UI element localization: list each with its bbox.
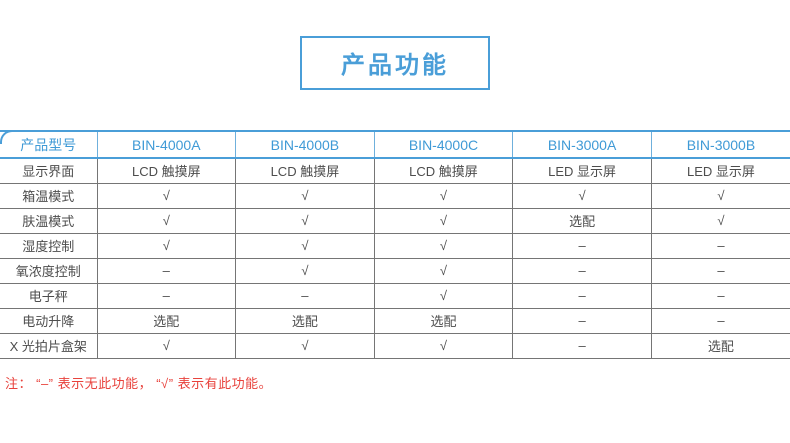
page-title-box: 产品功能: [300, 36, 490, 90]
header-row: 产品型号 BIN-4000A BIN-4000B BIN-4000C BIN-3…: [0, 131, 790, 159]
column-header: BIN-4000A: [96, 131, 237, 159]
table-cell: √: [373, 232, 514, 259]
table-cell: –: [512, 307, 652, 334]
table-cell: √: [373, 207, 514, 234]
table-cell: LED 显示屏: [650, 157, 790, 184]
table-cell: √: [373, 282, 514, 309]
table-cell: –: [235, 282, 375, 309]
table-cell: 选配: [96, 307, 237, 334]
table-cell: –: [650, 257, 790, 284]
row-label: 电动升降: [0, 307, 98, 334]
table-row: 电子秤 – – √ – –: [0, 282, 790, 309]
row-label: 电子秤: [0, 282, 98, 309]
product-feature-table: 产品型号 BIN-4000A BIN-4000B BIN-4000C BIN-3…: [0, 130, 790, 359]
table-cell: √: [96, 182, 237, 209]
table-cell: –: [512, 332, 652, 359]
table-cell: –: [512, 232, 652, 259]
table-cell: –: [96, 282, 237, 309]
table-cell: 选配: [512, 207, 652, 234]
table-row: 显示界面 LCD 触摸屏 LCD 触摸屏 LCD 触摸屏 LED 显示屏 LED…: [0, 157, 790, 184]
column-header: BIN-3000A: [512, 131, 652, 159]
table-cell: LCD 触摸屏: [373, 157, 514, 184]
column-header-model: 产品型号: [0, 131, 98, 159]
table-cell: –: [650, 232, 790, 259]
row-label: 氧浓度控制: [0, 257, 98, 284]
table-cell: –: [650, 307, 790, 334]
table-cell: √: [650, 207, 790, 234]
table-cell: √: [512, 182, 652, 209]
table-cell: √: [373, 257, 514, 284]
table-cell: √: [373, 332, 514, 359]
table-cell: 选配: [650, 332, 790, 359]
page-title: 产品功能: [341, 52, 449, 79]
table-cell: 选配: [235, 307, 375, 334]
table-cell: √: [373, 182, 514, 209]
footnote: 注： “–” 表示无此功能， “√” 表示有此功能。: [5, 375, 273, 391]
row-label: 湿度控制: [0, 232, 98, 259]
table-cell: √: [235, 232, 375, 259]
table-cell: –: [96, 257, 237, 284]
row-label: X 光拍片盒架: [0, 332, 98, 359]
column-header: BIN-4000B: [235, 131, 375, 159]
row-label: 箱温模式: [0, 182, 98, 209]
table-row: 氧浓度控制 – √ √ – –: [0, 257, 790, 284]
product-feature-table-wrap: 产品型号 BIN-4000A BIN-4000B BIN-4000C BIN-3…: [0, 130, 790, 359]
table-cell: √: [235, 332, 375, 359]
table-row: X 光拍片盒架 √ √ √ – 选配: [0, 332, 790, 359]
table-cell: √: [96, 232, 237, 259]
table-cell: 选配: [373, 307, 514, 334]
table-cell: √: [96, 332, 237, 359]
table-cell: LCD 触摸屏: [96, 157, 237, 184]
row-label: 显示界面: [0, 157, 98, 184]
table-cell: √: [650, 182, 790, 209]
table-cell: √: [235, 207, 375, 234]
table-cell: √: [235, 182, 375, 209]
table-cell: √: [235, 257, 375, 284]
table-cell: LED 显示屏: [512, 157, 652, 184]
table-row: 肤温模式 √ √ √ 选配 √: [0, 207, 790, 234]
table-cell: LCD 触摸屏: [235, 157, 375, 184]
row-label: 肤温模式: [0, 207, 98, 234]
table-cell: –: [512, 257, 652, 284]
column-header: BIN-3000B: [650, 131, 790, 159]
table-cell: –: [512, 282, 652, 309]
table-row: 湿度控制 √ √ √ – –: [0, 232, 790, 259]
column-header: BIN-4000C: [373, 131, 514, 159]
table-cell: √: [96, 207, 237, 234]
table-row: 箱温模式 √ √ √ √ √: [0, 182, 790, 209]
table-row: 电动升降 选配 选配 选配 – –: [0, 307, 790, 334]
table-cell: –: [650, 282, 790, 309]
